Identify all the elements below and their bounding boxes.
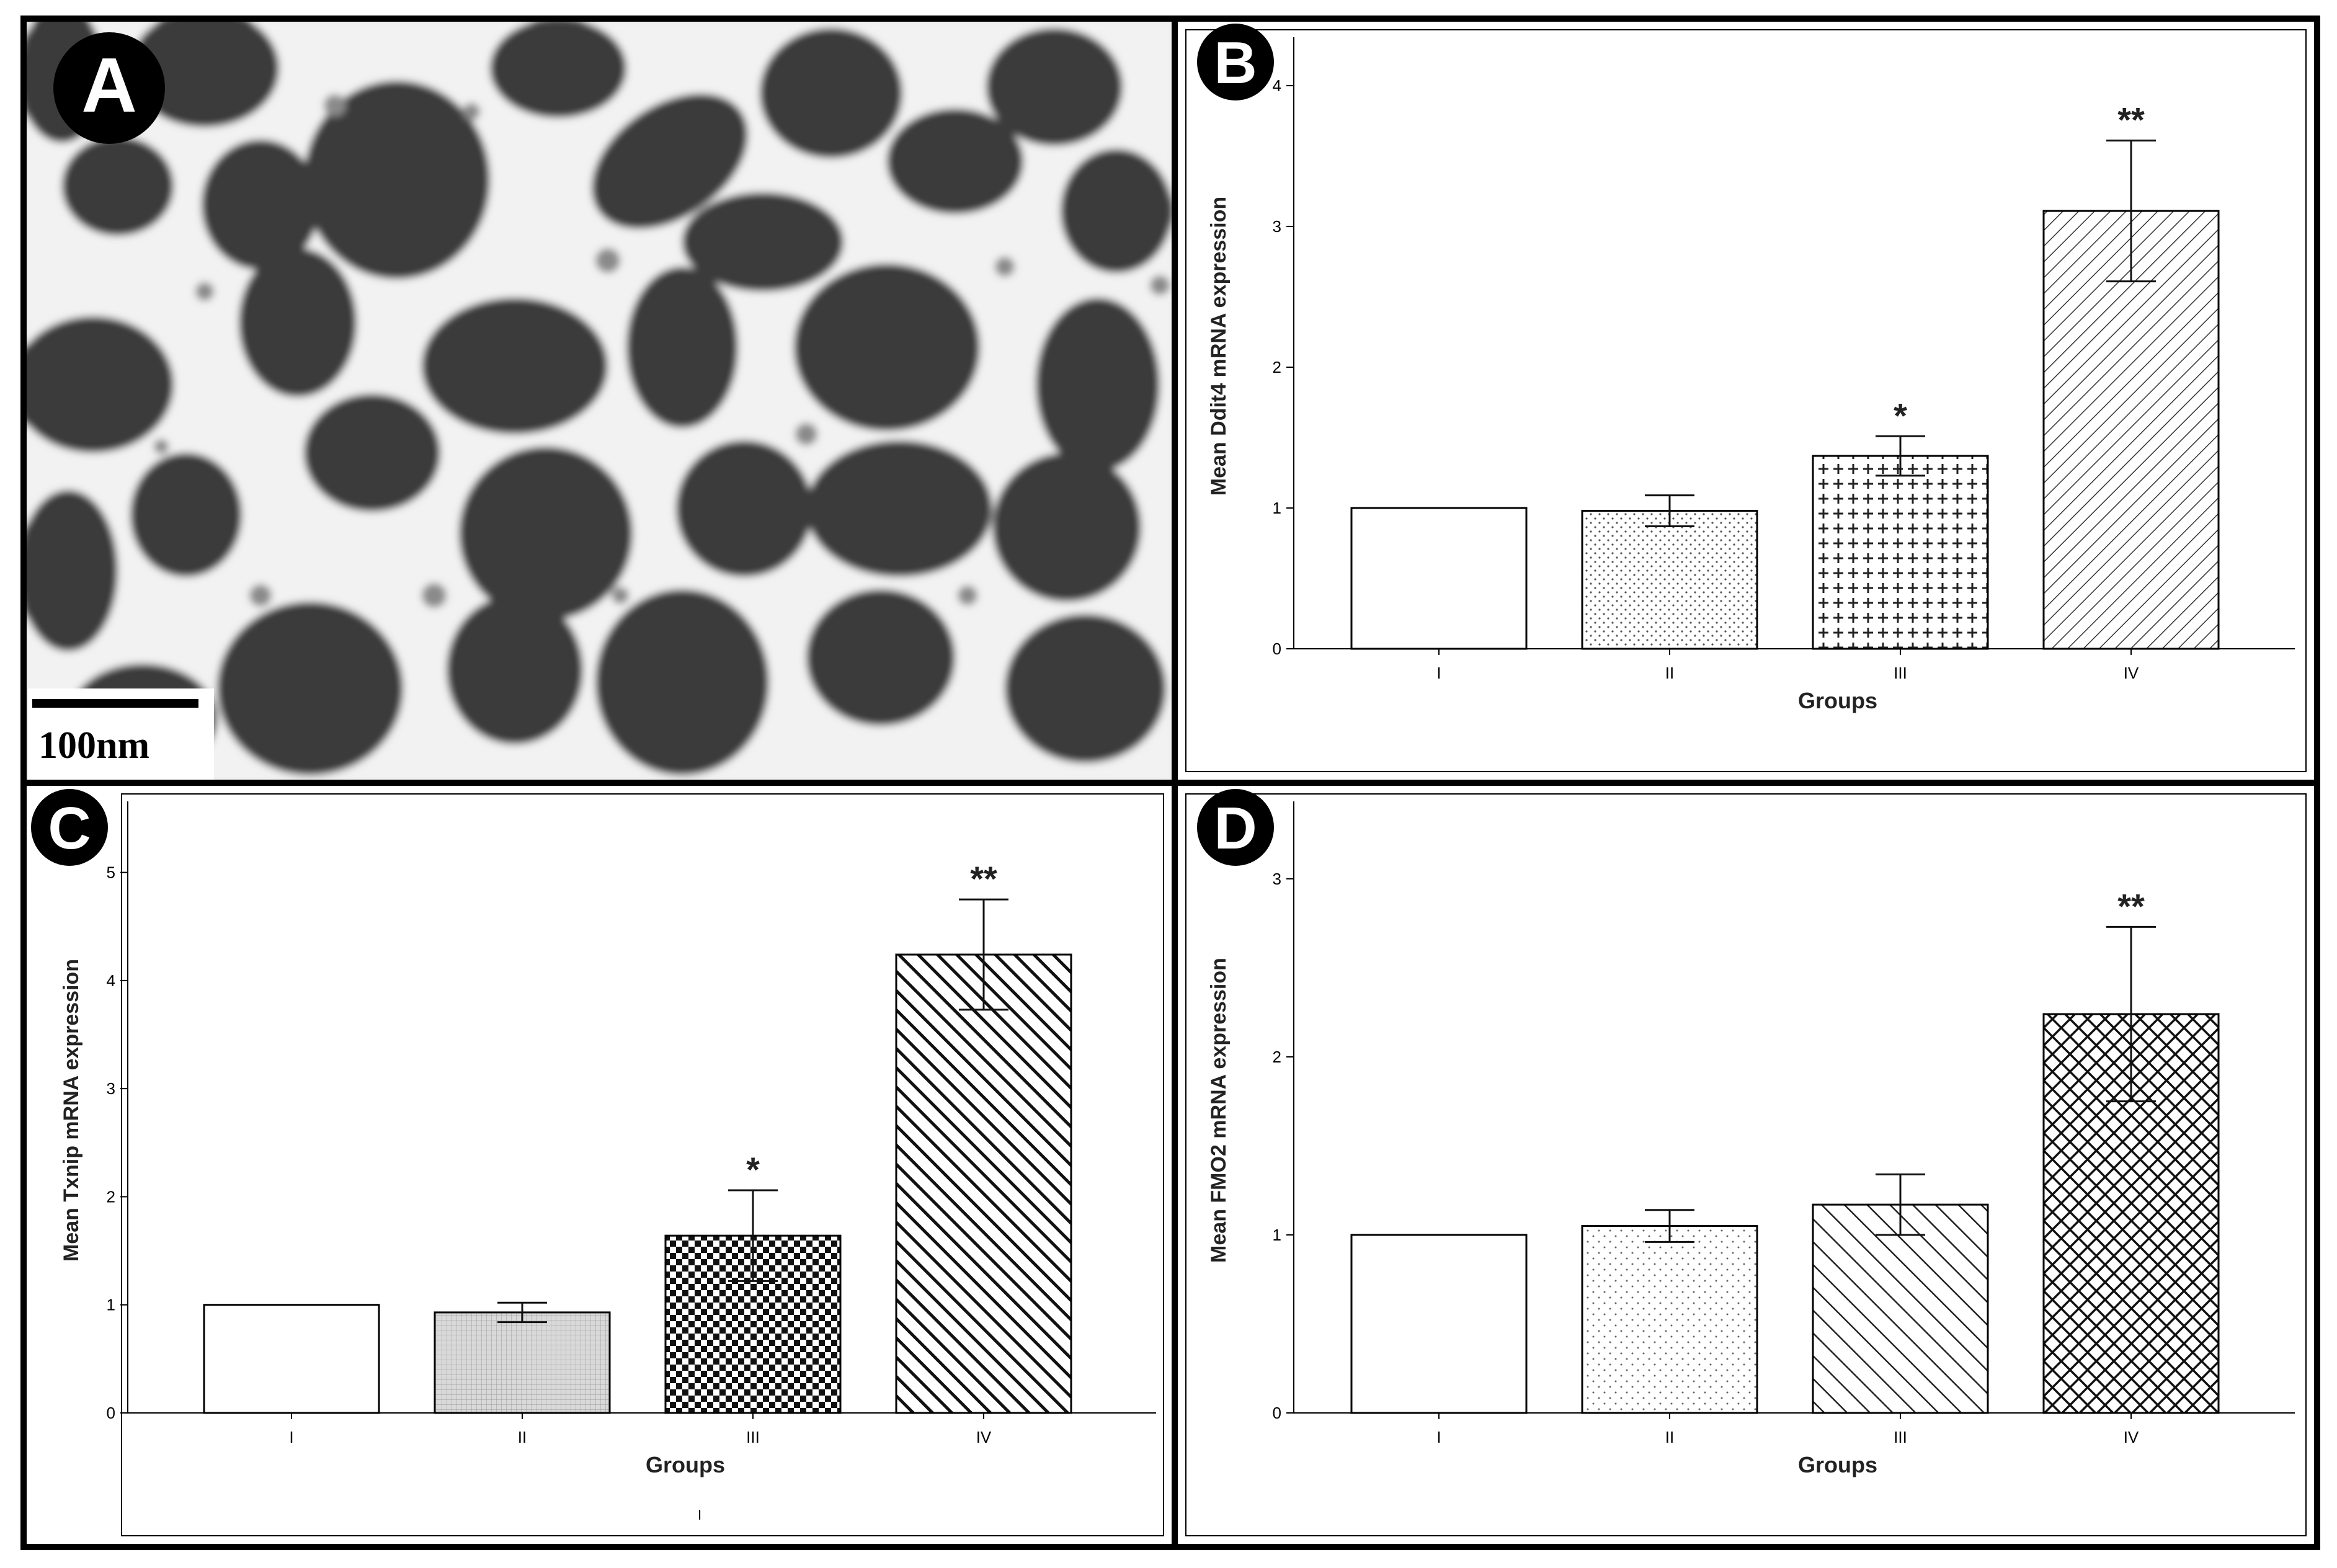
panel-d-x-tick-label: III (1894, 1428, 1907, 1446)
panel-d-y-tick-label: 2 (1273, 1048, 1281, 1066)
panel-b-bar-iv (2042, 210, 2220, 650)
panel-b-x-tick-label: II (1665, 664, 1674, 682)
panel-c-bar-iv (895, 953, 1072, 1414)
panel-d-letter: D (1214, 795, 1257, 862)
panel-c-x-tick-label: IV (976, 1428, 992, 1446)
panel-c-x-axis-label: Groups (646, 1452, 725, 1477)
panel-d-x-tick-label: I (1436, 1428, 1441, 1446)
panel-c-plot-frame (121, 793, 1164, 1536)
panel-d-letter-badge (1197, 789, 1274, 866)
panel-b-y-tick-label: 2 (1273, 358, 1281, 376)
panel-b-bar-iii (1812, 455, 1989, 650)
panel-a-letter-badge (53, 32, 165, 144)
panel-d-x-axis-label: Groups (1798, 1452, 1877, 1477)
panel-c-y-tick-label: 5 (107, 863, 115, 882)
panel-b-letter: B (1214, 30, 1257, 96)
panel-c-y-axis-label: Mean Txnip mRNA expression (60, 959, 83, 1262)
panel-c-x-tick-label: I (289, 1428, 293, 1446)
panel-b-x-tick-label: IV (2124, 664, 2139, 682)
panel-b-bar-i (1350, 507, 1528, 650)
scale-bar-label: 100nm (38, 724, 149, 767)
panel-c-x-tick-label: II (518, 1428, 527, 1446)
panel-c-y-tick-label: 4 (107, 971, 115, 990)
panel-d-x-tick-label: II (1665, 1428, 1674, 1446)
panel-b-x-tick-label: III (1894, 664, 1907, 682)
panel-d-plot-frame (1185, 793, 2307, 1536)
panel-b-x-tick-label: I (1436, 664, 1441, 682)
panel-b-plot-frame (1185, 29, 2307, 772)
panel-c-letter-badge (31, 789, 108, 866)
panel-d-bar-iii (1812, 1203, 1989, 1414)
panel-b-y-axis-label: Mean Ddit4 mRNA expression (1207, 197, 1231, 496)
panel-c-bar-ii (434, 1311, 611, 1414)
panel-c-footnote: I (698, 1507, 701, 1523)
panel-a-letter: A (81, 43, 137, 128)
panel-d-y-tick-label: 0 (1273, 1404, 1281, 1422)
panel-b-frame (1172, 16, 2320, 786)
panel-b-x-axis-label: Groups (1798, 688, 1877, 713)
panel-b-significance-label: * (1894, 396, 1907, 435)
panel-c-letter: C (48, 795, 91, 862)
panel-b-y-tick-label: 4 (1273, 76, 1281, 95)
panel-d-y-tick-label: 1 (1273, 1226, 1281, 1244)
panel-c-significance-label: * (746, 1150, 760, 1189)
panel-d-x-tick-label: IV (2124, 1428, 2139, 1446)
panel-b-y-tick-label: 3 (1273, 217, 1281, 236)
panel-a: A 100nm (20, 16, 1178, 786)
panel-d-y-axis-label: Mean FMO2 mRNA expression (1207, 958, 1231, 1263)
panel-c-significance-label: ** (970, 859, 997, 898)
panel-b-y-tick-label: 1 (1273, 499, 1281, 517)
panel-c-bar-i (203, 1304, 380, 1414)
panel-c-y-tick-label: 2 (107, 1187, 115, 1206)
panel-c-x-tick-label: III (746, 1428, 760, 1446)
panel-d-y-tick-label: 3 (1273, 870, 1281, 888)
panel-b-bar-ii (1581, 510, 1758, 650)
panel-d-bar-ii (1581, 1225, 1758, 1414)
panel-d-bar-i (1350, 1234, 1528, 1414)
scale-bar (32, 699, 198, 708)
panel-c-y-tick-label: 0 (107, 1404, 115, 1422)
panel-c-y-tick-label: 3 (107, 1079, 115, 1098)
panel-b-significance-label: ** (2117, 100, 2145, 140)
panel-b-y-tick-label: 0 (1273, 639, 1281, 658)
panel-b-letter-badge (1197, 24, 1274, 100)
panel-d-significance-label: ** (2117, 886, 2145, 925)
panel-c-y-tick-label: 1 (107, 1296, 115, 1314)
micrograph-image (27, 22, 1172, 780)
